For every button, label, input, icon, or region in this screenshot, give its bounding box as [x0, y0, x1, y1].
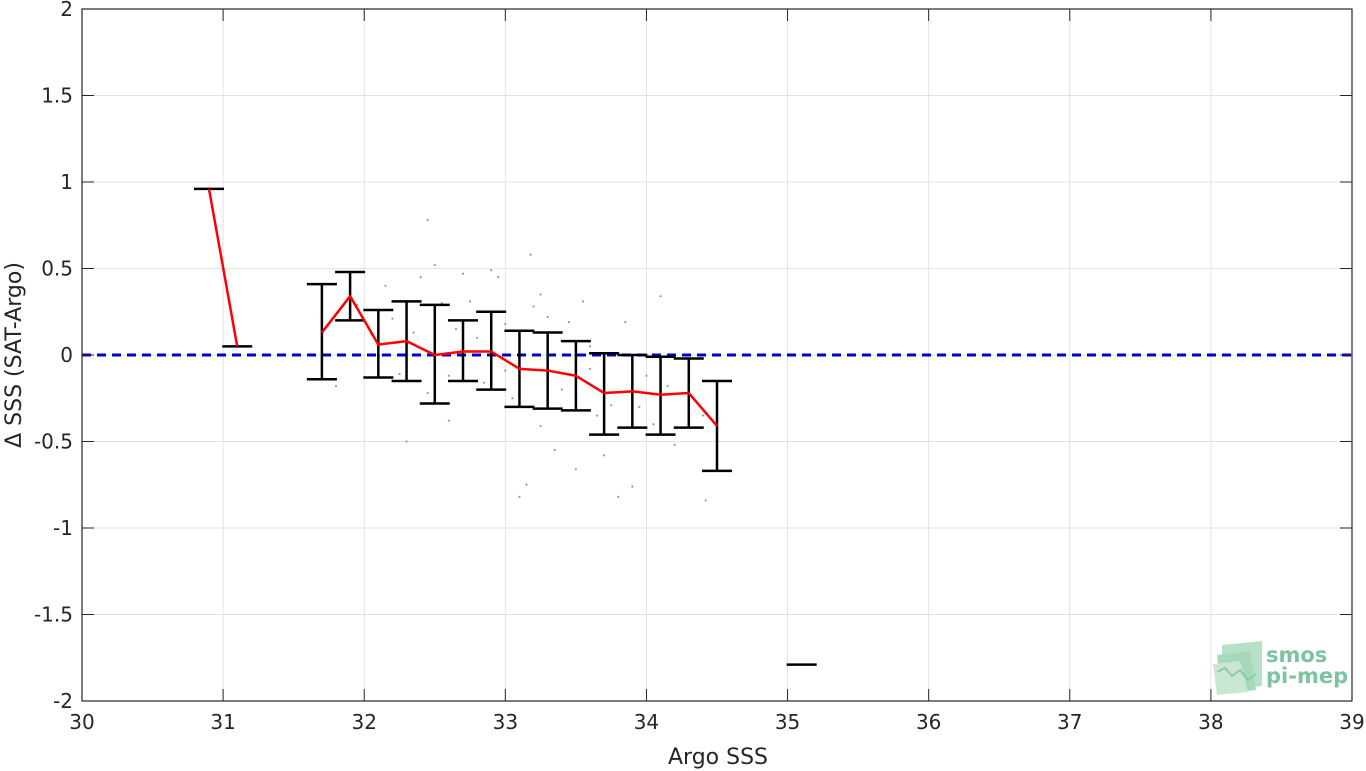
scatter-point — [419, 276, 422, 279]
x-tick-label: 33 — [493, 710, 518, 734]
scatter-point — [603, 454, 606, 457]
scatter-point — [468, 300, 472, 303]
scatter-point — [529, 253, 532, 256]
scatter-point — [560, 388, 563, 391]
axes-frame — [81, 8, 1353, 702]
scatter-point — [433, 263, 436, 267]
scatter-point — [454, 327, 458, 331]
scatter-point — [610, 404, 613, 407]
x-tick-label: 32 — [351, 710, 376, 734]
scatter-point — [659, 295, 662, 298]
scatter-point — [412, 331, 415, 334]
x-tick-label: 37 — [1057, 710, 1082, 734]
scatter-point — [652, 423, 655, 426]
scatter-point — [483, 381, 486, 384]
scatter-point — [405, 440, 408, 443]
scatter-point — [539, 293, 542, 296]
x-tick-label: 39 — [1339, 710, 1364, 734]
scatter-point — [511, 397, 514, 400]
scatter-point — [504, 322, 507, 325]
scatter-point — [588, 367, 592, 370]
scatter-point — [645, 374, 648, 377]
x-axis-label: Argo SSS — [668, 745, 768, 770]
scatter-point — [638, 405, 641, 408]
logo-text-smos: smos — [1266, 643, 1327, 667]
scatter-point — [426, 391, 429, 395]
y-tick-label: -1.5 — [34, 603, 73, 627]
scatter-point — [588, 345, 592, 348]
scatter-point — [553, 449, 556, 452]
scatter-point — [624, 321, 627, 324]
y-tick-label: 1 — [60, 170, 73, 194]
scatter-point — [384, 284, 387, 287]
scatter-point — [497, 276, 500, 279]
scatter-point — [426, 218, 429, 222]
scatter-point — [546, 315, 549, 319]
scatter-point — [476, 336, 479, 339]
y-tick-label: 0 — [60, 343, 73, 367]
scatter-point — [490, 269, 493, 272]
x-tick-label: 35 — [775, 710, 800, 734]
y-tick-label: 1.5 — [41, 84, 73, 108]
scatter-series — [334, 218, 707, 502]
y-tick-label: -1 — [53, 516, 73, 540]
y-axis-label: Δ SSS (SAT-Argo) — [2, 262, 27, 448]
scatter-point — [532, 305, 535, 308]
logo-text-pi-mep: pi-mep — [1266, 664, 1348, 688]
scatter-point — [398, 372, 401, 376]
scatter-point — [334, 385, 338, 388]
y-tick-label: 2 — [60, 0, 73, 21]
y-tick-labels: -2 -1.5 -1 -0.5 0 0.5 1 1.5 2 — [34, 0, 73, 713]
scatter-point — [581, 300, 585, 303]
scatter-point — [461, 272, 465, 275]
x-tick-label: 34 — [634, 710, 659, 734]
smos-pi-mep-logo: smos pi-mep — [1213, 641, 1348, 695]
y-tick-label: -0.5 — [34, 430, 73, 454]
x-tick-label: 38 — [1198, 710, 1223, 734]
scatter-point — [518, 495, 521, 498]
mean-line-path — [320, 294, 718, 427]
scatter-point — [447, 419, 450, 422]
x-tick-labels: 30 31 32 33 34 35 36 37 38 39 — [69, 710, 1364, 734]
scatter-point — [673, 443, 676, 447]
scatter-point — [704, 499, 707, 502]
scatter-point — [391, 317, 394, 320]
y-tick-label: -2 — [53, 689, 73, 713]
y-tick-label: 0.5 — [41, 257, 73, 281]
scatter-point — [595, 414, 599, 417]
scatter-point — [525, 483, 528, 486]
scatter-point — [631, 485, 634, 488]
scatter-point — [567, 321, 570, 324]
mean-line — [207, 188, 718, 427]
scatter-point — [539, 424, 542, 428]
scatter-point — [447, 374, 450, 377]
scatter-point — [701, 414, 704, 417]
x-tick-label: 36 — [916, 710, 941, 734]
scatter-point — [617, 495, 620, 498]
x-tick-label: 30 — [69, 710, 94, 734]
x-tick-label: 31 — [210, 710, 235, 734]
scatter-point — [574, 468, 577, 471]
scatter-point — [666, 385, 669, 388]
logo-mark-icon — [1213, 641, 1262, 695]
scatter-point — [504, 369, 507, 372]
mean-line-segment — [207, 188, 239, 347]
